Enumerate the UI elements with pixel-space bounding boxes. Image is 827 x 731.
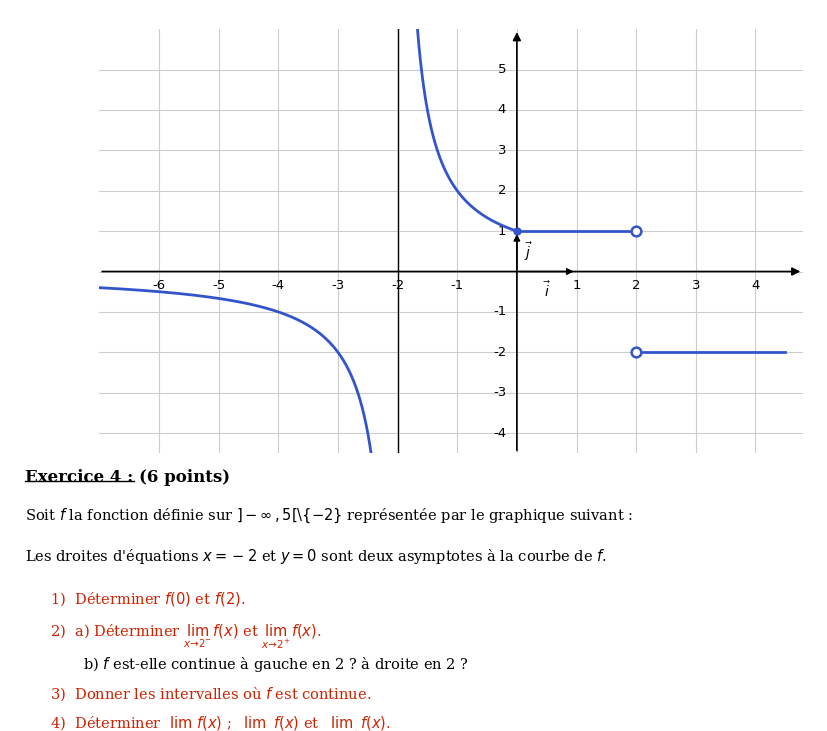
Text: 2)  a) Déterminer $\lim_{x\to 2^-}f(x)$ et $\lim_{x\to 2^+}f(x)$.: 2) a) Déterminer $\lim_{x\to 2^-}f(x)$ e… — [50, 623, 321, 651]
Text: -2: -2 — [390, 279, 404, 292]
Text: $\vec{j}$: $\vec{j}$ — [523, 240, 532, 262]
Text: 2: 2 — [497, 184, 505, 197]
Text: Soit $f$ la fonction définie sur $\left]-\infty\,, 5\right[\backslash\{-2\}$ rep: Soit $f$ la fonction définie sur $\left]… — [25, 507, 632, 525]
Text: -4: -4 — [492, 426, 505, 439]
Text: -3: -3 — [492, 386, 505, 399]
Text: b) $f$ est-elle continue à gauche en 2 ? à droite en 2 ?: b) $f$ est-elle continue à gauche en 2 ?… — [83, 655, 468, 674]
Text: 1)  Déterminer $f(0)$ et $f(2)$.: 1) Déterminer $f(0)$ et $f(2)$. — [50, 591, 245, 608]
Text: 5: 5 — [497, 63, 505, 76]
Text: -1: -1 — [450, 279, 463, 292]
Text: -2: -2 — [492, 346, 505, 359]
Text: 4: 4 — [750, 279, 758, 292]
Text: -6: -6 — [152, 279, 165, 292]
Text: 3: 3 — [497, 144, 505, 157]
Text: $\vec{i}$: $\vec{i}$ — [542, 281, 550, 300]
Text: 4)  Déterminer $\lim_{x\to -\infty}f(x)$ ; $\lim_{x\to -2^-}f(x)$ et $\lim_{x\to: 4) Déterminer $\lim_{x\to -\infty}f(x)$ … — [50, 715, 390, 731]
Text: 3: 3 — [691, 279, 699, 292]
Text: -3: -3 — [331, 279, 344, 292]
Text: 1: 1 — [497, 224, 505, 238]
Text: 4: 4 — [497, 104, 505, 116]
Text: Les droites d'équations $x = -2$ et $y = 0$ sont deux asymptotes à la courbe de : Les droites d'équations $x = -2$ et $y =… — [25, 547, 606, 566]
Text: -1: -1 — [492, 306, 505, 319]
Text: 1: 1 — [571, 279, 580, 292]
Text: Exercice 4 : (6 points): Exercice 4 : (6 points) — [25, 469, 230, 485]
Text: -4: -4 — [271, 279, 284, 292]
Text: 2: 2 — [631, 279, 639, 292]
Text: 3)  Donner les intervalles où $f$ est continue.: 3) Donner les intervalles où $f$ est con… — [50, 685, 370, 702]
Text: -5: -5 — [212, 279, 225, 292]
